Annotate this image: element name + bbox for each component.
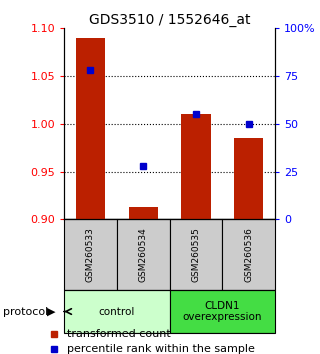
Bar <box>222 219 275 290</box>
Text: GSM260533: GSM260533 <box>86 227 95 282</box>
Text: GSM260534: GSM260534 <box>139 228 148 282</box>
Text: GSM260535: GSM260535 <box>191 227 201 282</box>
Text: transformed count: transformed count <box>67 329 171 339</box>
Title: GDS3510 / 1552646_at: GDS3510 / 1552646_at <box>89 13 250 27</box>
Bar <box>170 290 275 333</box>
Text: ▶: ▶ <box>47 307 55 316</box>
Bar <box>181 114 211 219</box>
Bar <box>234 138 263 219</box>
Bar <box>170 219 222 290</box>
Bar <box>76 38 105 219</box>
Text: GSM260536: GSM260536 <box>244 227 253 282</box>
Bar <box>117 219 170 290</box>
Bar <box>64 219 117 290</box>
Text: CLDN1
overexpression: CLDN1 overexpression <box>183 301 262 322</box>
Text: control: control <box>99 307 135 316</box>
Text: percentile rank within the sample: percentile rank within the sample <box>67 344 255 354</box>
Text: protocol: protocol <box>3 307 48 316</box>
Bar <box>129 207 158 219</box>
Bar <box>64 290 170 333</box>
